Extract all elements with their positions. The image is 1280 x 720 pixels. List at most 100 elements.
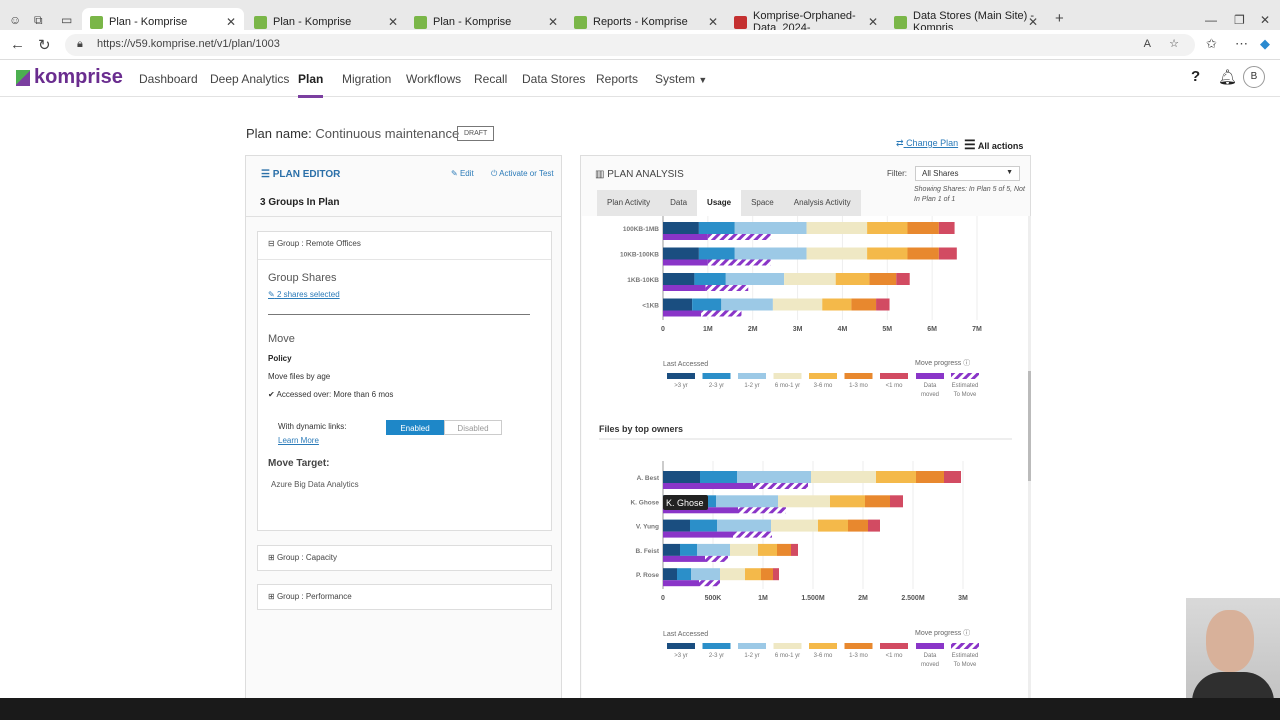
legend-label: 1-3 mo [849, 653, 868, 659]
plan-name-value[interactable]: Continuous maintenance [315, 126, 460, 141]
komprise-logo[interactable]: komprise [16, 66, 123, 89]
x-tick-label: 3M [793, 326, 803, 333]
collapse-icon[interactable]: ⊟ [268, 239, 275, 248]
legend-swatch [844, 643, 873, 649]
nav-deep-analytics[interactable]: Deep Analytics [210, 72, 290, 86]
more-menu-icon[interactable]: ⋯ [1235, 36, 1248, 51]
nav-reports[interactable]: Reports [596, 72, 639, 86]
browser-tab-6[interactable]: Data Stores (Main Site) - Kompris ✕ [886, 8, 1046, 36]
browser-tab-3[interactable]: Plan - Komprise ✕ [406, 8, 566, 36]
legend-swatch-moved [916, 643, 944, 649]
expand-icon[interactable]: ⊞ [268, 553, 275, 562]
group-header[interactable]: ⊞ Group : Performance [258, 585, 551, 608]
scrollbar-thumb[interactable] [1028, 371, 1031, 481]
plan-analysis-panel: ▥ PLAN ANALYSIS Filter: All Shares ▼ Sho… [580, 155, 1031, 700]
legend-swatch [738, 643, 766, 649]
read-aloud-icon[interactable]: A [1143, 38, 1151, 50]
komprise-favicon-icon [894, 15, 907, 29]
nav-recall[interactable]: Recall [474, 72, 508, 86]
tab-actions-icon[interactable]: ▭ [61, 13, 73, 27]
back-icon[interactable]: ← [10, 36, 25, 53]
close-tab-icon[interactable]: ✕ [387, 15, 398, 29]
policy-label: Policy [268, 354, 292, 363]
bar-segment-36mo [822, 298, 852, 311]
help-icon[interactable]: ? [1191, 68, 1201, 85]
scrollbar[interactable] [1028, 216, 1031, 700]
filter-select[interactable]: All Shares ▼ [915, 166, 1020, 181]
close-tab-icon[interactable]: ✕ [547, 15, 558, 29]
tab-usage[interactable]: Usage [697, 190, 742, 216]
browser-tab-2[interactable]: Plan - Komprise ✕ [246, 8, 406, 36]
user-avatar[interactable]: B [1243, 66, 1265, 88]
x-tick-label: 500K [705, 595, 722, 602]
legend-label: <1 mo [886, 653, 904, 659]
bar-to-move [705, 285, 749, 291]
nav-data-stores[interactable]: Data Stores [522, 72, 586, 86]
move-target-value: Azure Big Data Analytics [271, 480, 359, 489]
learn-more-link[interactable]: Learn More [278, 436, 319, 445]
legend-label-to-move: Estimated [952, 653, 979, 659]
restore-icon[interactable]: ❐ [1234, 13, 1245, 27]
nav-dashboard[interactable]: Dashboard [139, 72, 198, 86]
x-tick-label: 2M [748, 326, 758, 333]
profile-icon[interactable]: ☺ [9, 13, 22, 27]
checkmark-icon: ✔ [268, 390, 275, 399]
edit-button[interactable]: ✎ Edit [451, 169, 474, 178]
group-shares-title: Group Shares [268, 272, 337, 284]
tab-space[interactable]: Space [751, 198, 774, 207]
policy-value: Move files by age [268, 372, 331, 381]
tab-label: Plan - Komprise [433, 16, 512, 28]
y-category-label: 1KB-10KB [627, 277, 659, 284]
copilot-icon[interactable]: ◆ [1260, 36, 1270, 51]
bar-segment-12yr [734, 247, 807, 260]
enabled-button[interactable]: Enabled [386, 420, 444, 435]
group-header[interactable]: ⊞ Group : Capacity [258, 546, 551, 569]
nav-workflows[interactable]: Workflows [406, 72, 462, 86]
close-tab-icon[interactable]: ✕ [1027, 15, 1038, 29]
group-header[interactable]: ⊟ Group : Remote Offices [258, 232, 551, 255]
legend-swatch [702, 373, 731, 379]
disabled-button[interactable]: Disabled [444, 420, 502, 435]
nav-migration[interactable]: Migration [342, 72, 392, 86]
close-tab-icon[interactable]: ✕ [225, 15, 236, 29]
bar-data-moved [663, 580, 699, 587]
close-tab-icon[interactable]: ✕ [867, 15, 878, 29]
new-tab-icon[interactable]: + [1055, 10, 1064, 27]
y-category-label: A. Best [637, 475, 660, 482]
bar-segment-36mo [758, 543, 777, 556]
favorites-icon[interactable]: ✩ [1206, 36, 1217, 51]
group-title: Group : Capacity [276, 553, 337, 562]
minimize-icon[interactable]: — [1205, 13, 1217, 27]
browser-tab-4[interactable]: Reports - Komprise ✕ [566, 8, 726, 36]
bar-segment-3yr [663, 298, 693, 311]
group-performance[interactable]: ⊞ Group : Performance [257, 584, 552, 610]
expand-icon[interactable]: ⊞ [268, 592, 275, 601]
close-tab-icon[interactable]: ✕ [707, 15, 718, 29]
legend-label: 3-6 mo [814, 653, 833, 659]
bar-segment-23yr [692, 298, 722, 311]
legend-label-to-move: Estimated [952, 383, 979, 389]
close-window-icon[interactable]: ✕ [1260, 13, 1271, 27]
tab-analysis-activity[interactable]: Analysis Activity [793, 198, 851, 207]
tab-plan-activity[interactable]: Plan Activity [607, 198, 651, 207]
nav-system[interactable]: System ▼ [655, 72, 707, 86]
workspaces-icon[interactable]: ⧉ [34, 13, 43, 27]
shares-selected-link[interactable]: ✎ 2 shares selected [268, 290, 340, 299]
tab-data[interactable]: Data [670, 198, 688, 207]
notifications-bell-icon[interactable]: 🔔︎ [1218, 69, 1238, 86]
favorite-star-icon[interactable]: ☆ [1169, 38, 1179, 50]
refresh-icon[interactable]: ↻ [38, 37, 51, 54]
legend-label: >3 yr [674, 383, 688, 389]
url-field[interactable]: 🔒︎ https://v59.komprise.net/v1/plan/1003… [65, 34, 1195, 56]
lock-icon: 🔒︎ [77, 38, 83, 50]
bar-segment-36mo [867, 222, 908, 234]
bar-segment-6mo1yr [720, 568, 745, 581]
all-actions-button[interactable]: ☰ All actions [964, 137, 1023, 153]
showing-shares-text: Showing Shares: In Plan 5 of 5, Not In P… [914, 186, 1025, 203]
activate-or-test-button[interactable]: ⏻ Activate or Test [491, 169, 554, 179]
nav-plan[interactable]: Plan [298, 72, 324, 98]
plan-analysis-title-text: PLAN ANALYSIS [607, 169, 684, 180]
group-capacity[interactable]: ⊞ Group : Capacity [257, 545, 552, 571]
bar-segment-12yr [716, 495, 778, 508]
change-plan-link[interactable]: ⇄ Change Plan [896, 138, 958, 149]
